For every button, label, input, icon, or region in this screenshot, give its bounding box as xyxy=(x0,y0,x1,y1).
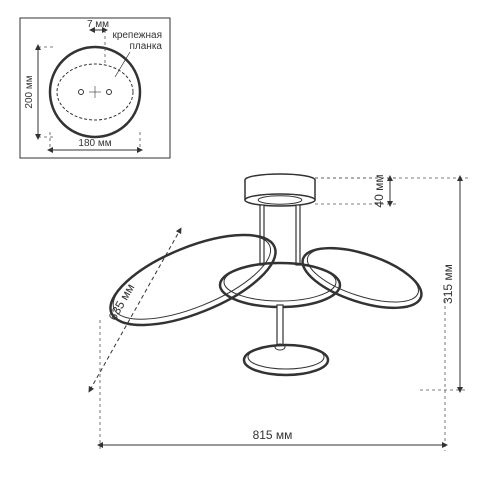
dim-40: 40 мм xyxy=(372,174,386,207)
dim-815: 815 мм xyxy=(253,428,293,442)
svg-text:7 мм: 7 мм xyxy=(87,19,109,30)
technical-drawing: 200 мм 180 мм 7 ммкрепежнаяпланка 40 мм 315 … xyxy=(0,0,500,500)
svg-text:180 мм: 180 мм xyxy=(78,138,111,149)
inset-diagram: 200 мм 180 мм 7 ммкрепежнаяпланка xyxy=(20,18,170,158)
svg-text:200 мм: 200 мм xyxy=(24,75,35,108)
dim-315: 315 мм xyxy=(441,264,455,304)
svg-text:крепежнаяпланка: крепежнаяпланка xyxy=(112,30,162,52)
